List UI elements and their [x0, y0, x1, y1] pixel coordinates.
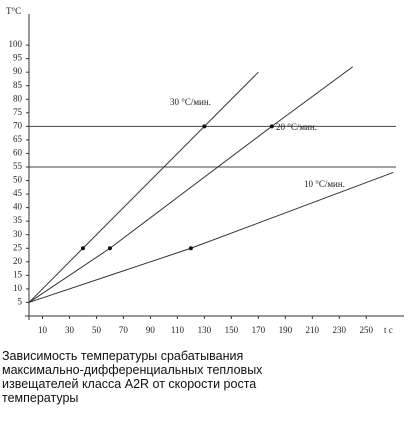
y-tick-label: 45 [13, 188, 23, 198]
x-tick-label: 90 [146, 325, 156, 335]
y-tick-label: 15 [13, 269, 23, 279]
series-line [28, 71, 259, 303]
x-tick-label: 190 [279, 325, 293, 335]
y-tick-label: 5 [18, 297, 23, 307]
series-line [28, 66, 354, 303]
y-tick-label: 90 [13, 66, 23, 76]
x-tick-label: 110 [171, 325, 185, 335]
x-axis-label: t c [384, 325, 393, 335]
y-axis-label: T°C [6, 6, 21, 16]
y-tick-label: 40 [13, 202, 23, 212]
y-tick-label: 25 [13, 242, 23, 252]
x-tick-label: 50 [92, 325, 102, 335]
caption-line: извещателей класса A2R от скорости роста [2, 377, 256, 391]
y-tick-label: 70 [13, 120, 23, 130]
x-tick-label: 150 [225, 325, 239, 335]
y-tick-label: 80 [13, 93, 23, 103]
data-point [202, 124, 207, 129]
y-tick-label: 55 [13, 161, 23, 171]
x-tick-label: 210 [306, 325, 320, 335]
x-tick-label: 10 [38, 325, 48, 335]
x-tick-label: 170 [252, 325, 266, 335]
caption-line: Зависимость температуры срабатывания [2, 349, 243, 363]
series-label: 30 °С/мин. [170, 97, 211, 107]
x-tick-label: 230 [333, 325, 347, 335]
x-tick-label: 30 [65, 325, 75, 335]
y-tick-label: 100 [9, 39, 23, 49]
y-tick-label: 10 [13, 283, 23, 293]
series-label: 10 °С/мин. [304, 179, 345, 189]
y-tick-label: 35 [13, 215, 23, 225]
data-point [269, 124, 274, 129]
y-tick-label: 65 [13, 134, 23, 144]
y-tick-label: 60 [13, 148, 23, 158]
caption-line: максимально-дифференциальных тепловых [2, 363, 263, 377]
x-tick-label: 70 [119, 325, 129, 335]
data-point [80, 246, 85, 251]
series-line [28, 171, 394, 303]
y-tick-label: 85 [13, 80, 23, 90]
x-tick-label: 130 [198, 325, 212, 335]
series-label: 20 °С/мин. [276, 122, 317, 132]
y-tick-label: 20 [13, 256, 23, 266]
caption-line: температуры [2, 391, 78, 405]
y-tick-label: 95 [13, 53, 23, 63]
y-tick-label: 30 [13, 229, 23, 239]
y-tick-label: 75 [13, 107, 23, 117]
y-tick-label: 50 [13, 175, 23, 185]
data-point [188, 246, 193, 251]
data-point [107, 246, 112, 251]
x-tick-label: 250 [360, 325, 374, 335]
